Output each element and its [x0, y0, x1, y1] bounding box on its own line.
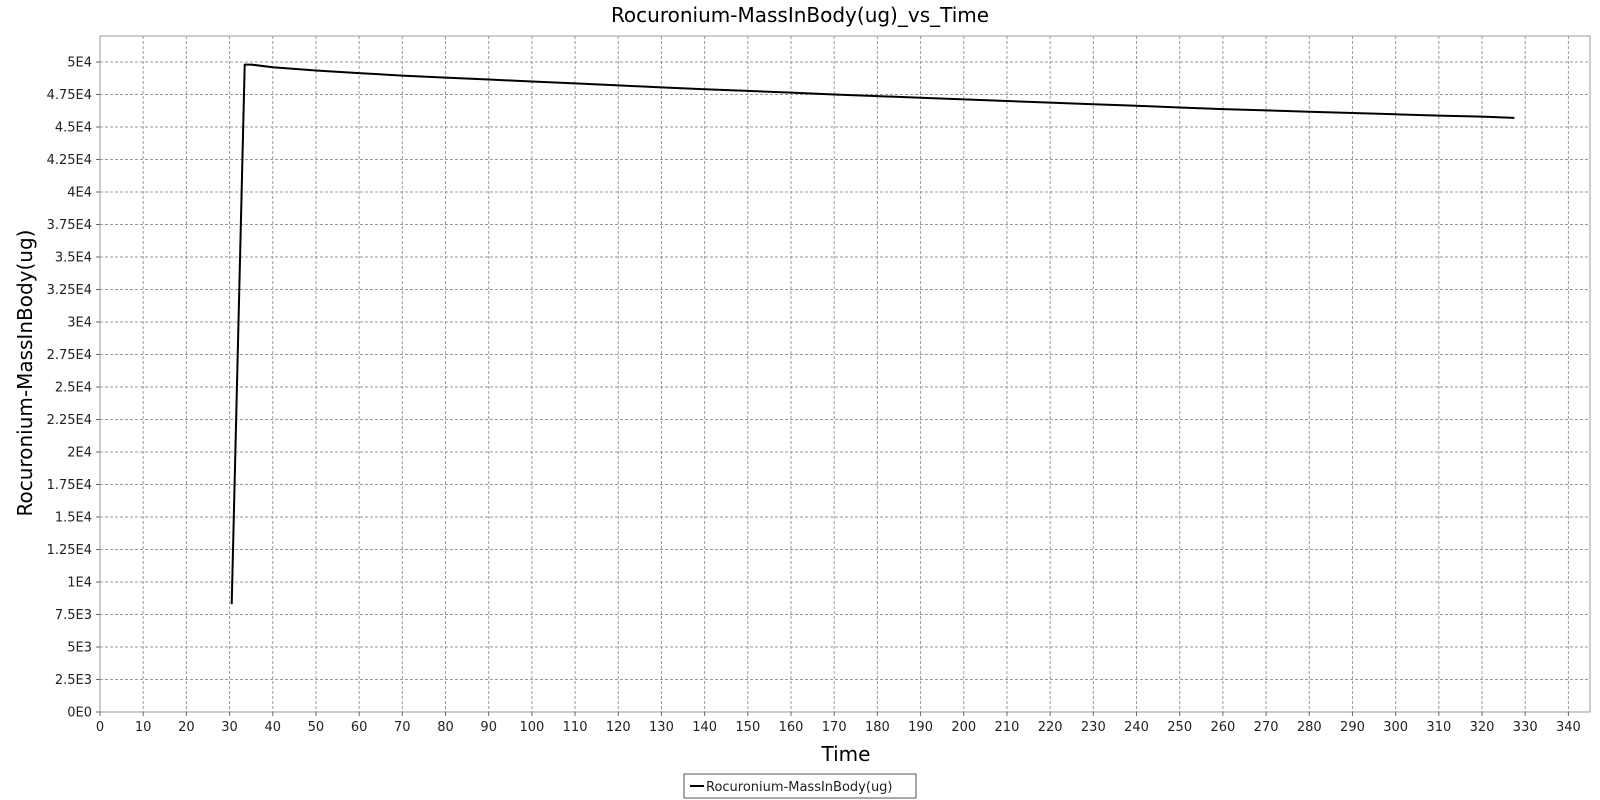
x-tick-label: 260: [1210, 720, 1235, 735]
y-tick-label: 3.75E4: [47, 218, 92, 233]
x-tick-label: 300: [1383, 720, 1408, 735]
x-tick-label: 290: [1340, 720, 1365, 735]
x-tick-label: 40: [264, 720, 281, 735]
y-tick-label: 4.75E4: [47, 88, 92, 103]
y-tick-label: 1.75E4: [47, 478, 92, 493]
x-tick-label: 330: [1513, 720, 1538, 735]
x-tick-label: 190: [908, 720, 933, 735]
x-tick-label: 320: [1470, 720, 1495, 735]
y-tick-label: 2E4: [67, 446, 92, 461]
series-layer: [230, 63, 1515, 605]
x-tick-label: 180: [865, 720, 890, 735]
legend: Rocuronium-MassInBody(ug): [683, 773, 917, 799]
x-tick-label: 160: [779, 720, 804, 735]
y-tick-label: 1E4: [67, 576, 92, 591]
x-tick-label: 230: [1081, 720, 1106, 735]
y-tick-label: 2.25E4: [47, 413, 92, 428]
x-tick-label: 0: [96, 720, 104, 735]
y-tick-label: 4.5E4: [55, 121, 92, 136]
x-tick-label: 310: [1426, 720, 1451, 735]
x-tick-label: 140: [692, 720, 717, 735]
x-tick-label: 50: [308, 720, 325, 735]
y-tick-label: 4E4: [67, 186, 92, 201]
y-tick-label: 2.75E4: [47, 348, 92, 363]
x-tick-label: 30: [221, 720, 238, 735]
x-tick-label: 110: [563, 720, 588, 735]
plot-area: [99, 35, 1591, 713]
x-tick-label: 100: [519, 720, 544, 735]
x-tick-label: 130: [649, 720, 674, 735]
x-tick-label: 20: [178, 720, 195, 735]
x-tick-label: 120: [606, 720, 631, 735]
chart-title: Rocuronium-MassInBody(ug)_vs_Time: [611, 3, 989, 27]
x-tick-label: 150: [735, 720, 760, 735]
y-tick-label: 3.5E4: [55, 251, 92, 266]
x-tick-label: 70: [394, 720, 411, 735]
y-tick-label: 7.5E3: [55, 608, 92, 623]
y-axis: 0E0 2.5E3 5E3 7.5E3 1E4 1.25E4 1.5E4 1.75E4 2E4 2…: [47, 56, 100, 721]
x-tick-label: 250: [1167, 720, 1192, 735]
series-line: [230, 63, 1515, 605]
x-tick-label: 80: [437, 720, 454, 735]
x-tick-label: 240: [1124, 720, 1149, 735]
legend-box: [683, 773, 917, 799]
x-tick-label: 280: [1297, 720, 1322, 735]
x-tick-label: 210: [995, 720, 1020, 735]
x-axis-title: Time: [821, 742, 871, 766]
x-tick-label: 10: [135, 720, 152, 735]
x-tick-label: 60: [351, 720, 368, 735]
x-tick-label: 170: [822, 720, 847, 735]
y-tick-label: 1.25E4: [47, 543, 92, 558]
y-axis-title: Rocuronium-MassInBody(ug): [13, 230, 37, 517]
grid: [99, 36, 1590, 713]
y-tick-label: 1.5E4: [55, 511, 92, 526]
y-tick-label: 0E0: [67, 706, 92, 721]
x-axis: 0 10 20 30 40 50 60 70 80 90 100 110 120 130 140 150 160…: [96, 712, 1581, 735]
y-tick-label: 5E4: [67, 56, 92, 71]
y-tick-label: 5E3: [67, 641, 92, 656]
x-tick-label: 270: [1254, 720, 1279, 735]
legend-label: Rocuronium-MassInBody(ug): [706, 780, 893, 795]
y-tick-label: 2.5E4: [55, 381, 92, 396]
y-tick-label: 3.25E4: [47, 283, 92, 298]
y-tick-label: 2.5E3: [55, 673, 92, 688]
x-tick-label: 200: [951, 720, 976, 735]
x-tick-label: 90: [480, 720, 497, 735]
y-tick-label: 4.25E4: [47, 153, 92, 168]
x-tick-label: 340: [1556, 720, 1581, 735]
x-tick-label: 220: [1038, 720, 1063, 735]
y-tick-label: 3E4: [67, 316, 92, 331]
